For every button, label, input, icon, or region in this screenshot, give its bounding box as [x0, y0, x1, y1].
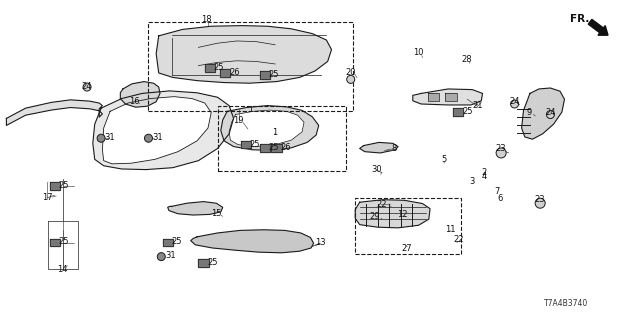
- Text: T7A4B3740: T7A4B3740: [543, 299, 588, 308]
- Text: 18: 18: [201, 15, 211, 24]
- Text: 25: 25: [214, 63, 224, 72]
- Text: 3: 3: [469, 177, 474, 186]
- Text: 23: 23: [535, 195, 545, 204]
- Polygon shape: [453, 108, 463, 116]
- Text: 14: 14: [58, 265, 68, 274]
- Circle shape: [511, 100, 518, 108]
- Polygon shape: [413, 89, 483, 105]
- Bar: [148, 22, 353, 111]
- Text: 6: 6: [498, 194, 503, 203]
- Text: 31: 31: [165, 252, 175, 260]
- Text: 25: 25: [462, 107, 472, 116]
- Text: 29: 29: [369, 212, 380, 221]
- Text: 26: 26: [229, 68, 239, 77]
- Text: 25: 25: [250, 140, 260, 148]
- Polygon shape: [445, 93, 457, 101]
- Polygon shape: [522, 88, 564, 139]
- FancyArrow shape: [588, 20, 608, 35]
- Circle shape: [157, 253, 165, 260]
- Polygon shape: [220, 69, 230, 77]
- Polygon shape: [241, 141, 251, 148]
- Polygon shape: [163, 239, 173, 246]
- Text: 2: 2: [481, 168, 486, 177]
- Text: 4: 4: [481, 172, 486, 181]
- Text: 23: 23: [496, 144, 506, 153]
- Text: 27: 27: [402, 244, 412, 253]
- Text: 1: 1: [273, 128, 278, 137]
- Circle shape: [347, 76, 355, 84]
- Text: 8: 8: [391, 144, 396, 153]
- Text: 25: 25: [269, 70, 279, 79]
- Polygon shape: [102, 97, 211, 164]
- Text: 31: 31: [152, 133, 163, 142]
- Bar: [218, 106, 346, 171]
- Text: 12: 12: [397, 210, 407, 219]
- Circle shape: [535, 198, 545, 208]
- Polygon shape: [229, 110, 304, 147]
- Text: 16: 16: [129, 97, 140, 106]
- Polygon shape: [191, 230, 314, 253]
- Polygon shape: [355, 200, 430, 228]
- Polygon shape: [221, 106, 319, 150]
- Polygon shape: [50, 182, 60, 190]
- Text: 30: 30: [371, 165, 381, 174]
- Circle shape: [145, 134, 152, 142]
- Text: 10: 10: [413, 48, 424, 57]
- Text: 28: 28: [462, 55, 472, 64]
- Text: 25: 25: [59, 181, 69, 190]
- Text: 24: 24: [545, 108, 556, 116]
- Polygon shape: [205, 64, 215, 72]
- Text: 5: 5: [442, 155, 447, 164]
- Polygon shape: [6, 100, 102, 125]
- Circle shape: [97, 134, 105, 142]
- Text: 25: 25: [59, 237, 69, 246]
- Text: 7: 7: [495, 187, 500, 196]
- Text: 20: 20: [346, 68, 356, 76]
- Bar: [355, 198, 461, 254]
- Text: 21: 21: [472, 101, 483, 110]
- Text: 22: 22: [376, 200, 387, 209]
- Text: 11: 11: [445, 225, 456, 234]
- Text: 26: 26: [280, 143, 291, 152]
- Circle shape: [496, 148, 506, 158]
- Polygon shape: [271, 144, 282, 152]
- Polygon shape: [50, 239, 60, 246]
- Text: 25: 25: [172, 237, 182, 246]
- Circle shape: [83, 83, 91, 91]
- Polygon shape: [168, 202, 223, 215]
- Text: 24: 24: [82, 82, 92, 91]
- Circle shape: [547, 111, 554, 119]
- Text: 13: 13: [315, 238, 325, 247]
- Text: 25: 25: [207, 258, 218, 267]
- Polygon shape: [120, 82, 160, 107]
- Text: 17: 17: [42, 193, 52, 202]
- Text: 15: 15: [211, 209, 221, 218]
- Text: 25: 25: [269, 143, 279, 152]
- Text: FR.: FR.: [570, 13, 589, 24]
- Polygon shape: [156, 26, 332, 83]
- Text: 9: 9: [526, 108, 531, 117]
- Text: 31: 31: [105, 133, 115, 142]
- Polygon shape: [260, 71, 270, 79]
- Text: 19: 19: [234, 116, 244, 125]
- Text: 22: 22: [453, 235, 463, 244]
- Polygon shape: [93, 91, 234, 170]
- Polygon shape: [198, 259, 209, 267]
- Polygon shape: [428, 93, 439, 101]
- Polygon shape: [360, 142, 398, 153]
- Text: 24: 24: [509, 97, 520, 106]
- Polygon shape: [260, 144, 270, 152]
